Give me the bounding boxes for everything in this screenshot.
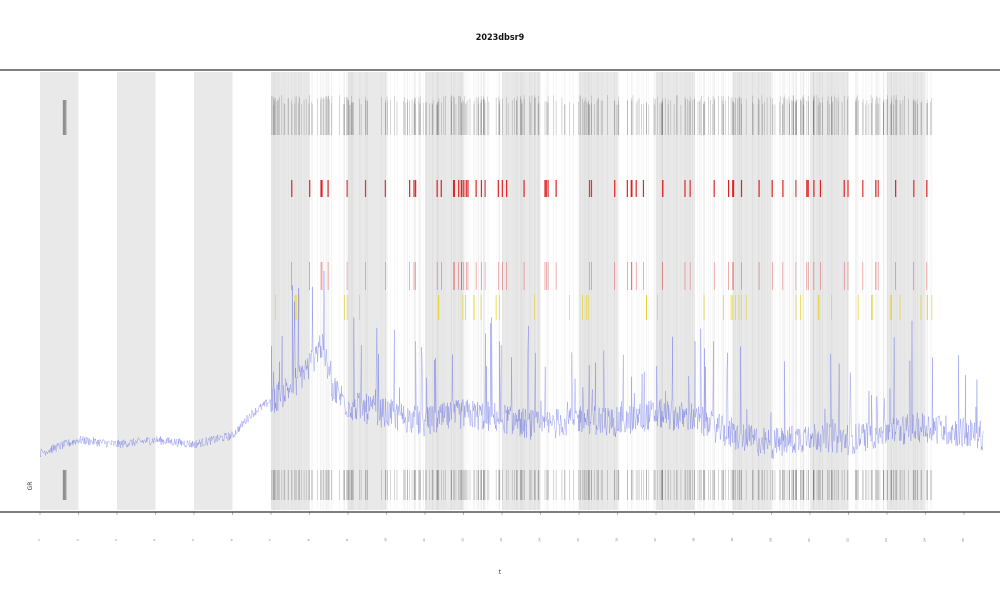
- x-tick-label-19: 19: [730, 538, 734, 542]
- x-tick-label-14: 14: [538, 538, 542, 542]
- x-tick-label-7: 7: [268, 539, 272, 541]
- x-tick-label-15: 15: [576, 538, 580, 542]
- x-tick-label-22: 22: [846, 538, 850, 542]
- x-tick-label-25: 25: [961, 538, 965, 542]
- x-tick-label-18: 18: [692, 538, 696, 542]
- x-tick-label-12: 12: [461, 538, 465, 542]
- x-tick-label-3: 3: [114, 539, 118, 541]
- shaded-band-5: [348, 72, 387, 510]
- x-ticks: 1 2 3 4 5 6 7 8 9 10 11 12 13 14 15 16 17 18 19 20 21 22 23 24 2…: [37, 512, 965, 542]
- shaded-band-1: [40, 72, 79, 510]
- series-line-layer: [39, 271, 984, 459]
- x-tick-label-10: 10: [384, 538, 388, 542]
- event-lines: [62, 72, 933, 510]
- x-tick-label-5: 5: [191, 539, 195, 541]
- x-tick-label-13: 13: [499, 538, 503, 542]
- shaded-band-11: [810, 72, 849, 510]
- shaded-band-12: [887, 72, 926, 510]
- x-tick-label-16: 16: [615, 538, 619, 542]
- x-tick-label-1: 1: [37, 539, 41, 541]
- shaded-band-9: [656, 72, 695, 510]
- shaded-band-6: [425, 72, 464, 510]
- shaded-band-7: [502, 72, 541, 510]
- x-tick-label-11: 11: [422, 538, 426, 542]
- x-tick-label-23: 23: [884, 538, 888, 542]
- chart-title: 2023dbsr9: [476, 33, 525, 43]
- shaded-band-3: [194, 72, 233, 510]
- shaded-band-4: [271, 72, 310, 510]
- x-tick-label-21: 21: [807, 538, 811, 542]
- x-tick-label-2: 2: [76, 539, 80, 541]
- x-tick-label-24: 24: [923, 538, 927, 542]
- inner-label: GR: [27, 482, 34, 491]
- shaded-bands: [40, 72, 926, 510]
- shaded-band-8: [579, 72, 618, 510]
- x-tick-label-8: 8: [307, 539, 311, 541]
- x-tick-label-6: 6: [230, 539, 234, 541]
- x-tick-label-9: 9: [345, 539, 349, 541]
- x-axis-label: t: [499, 569, 502, 576]
- x-tick-label-4: 4: [153, 539, 157, 541]
- x-tick-label-20: 20: [769, 538, 773, 542]
- x-tick-label-17: 17: [653, 538, 657, 542]
- series-line: [39, 271, 984, 459]
- shaded-band-2: [117, 72, 156, 510]
